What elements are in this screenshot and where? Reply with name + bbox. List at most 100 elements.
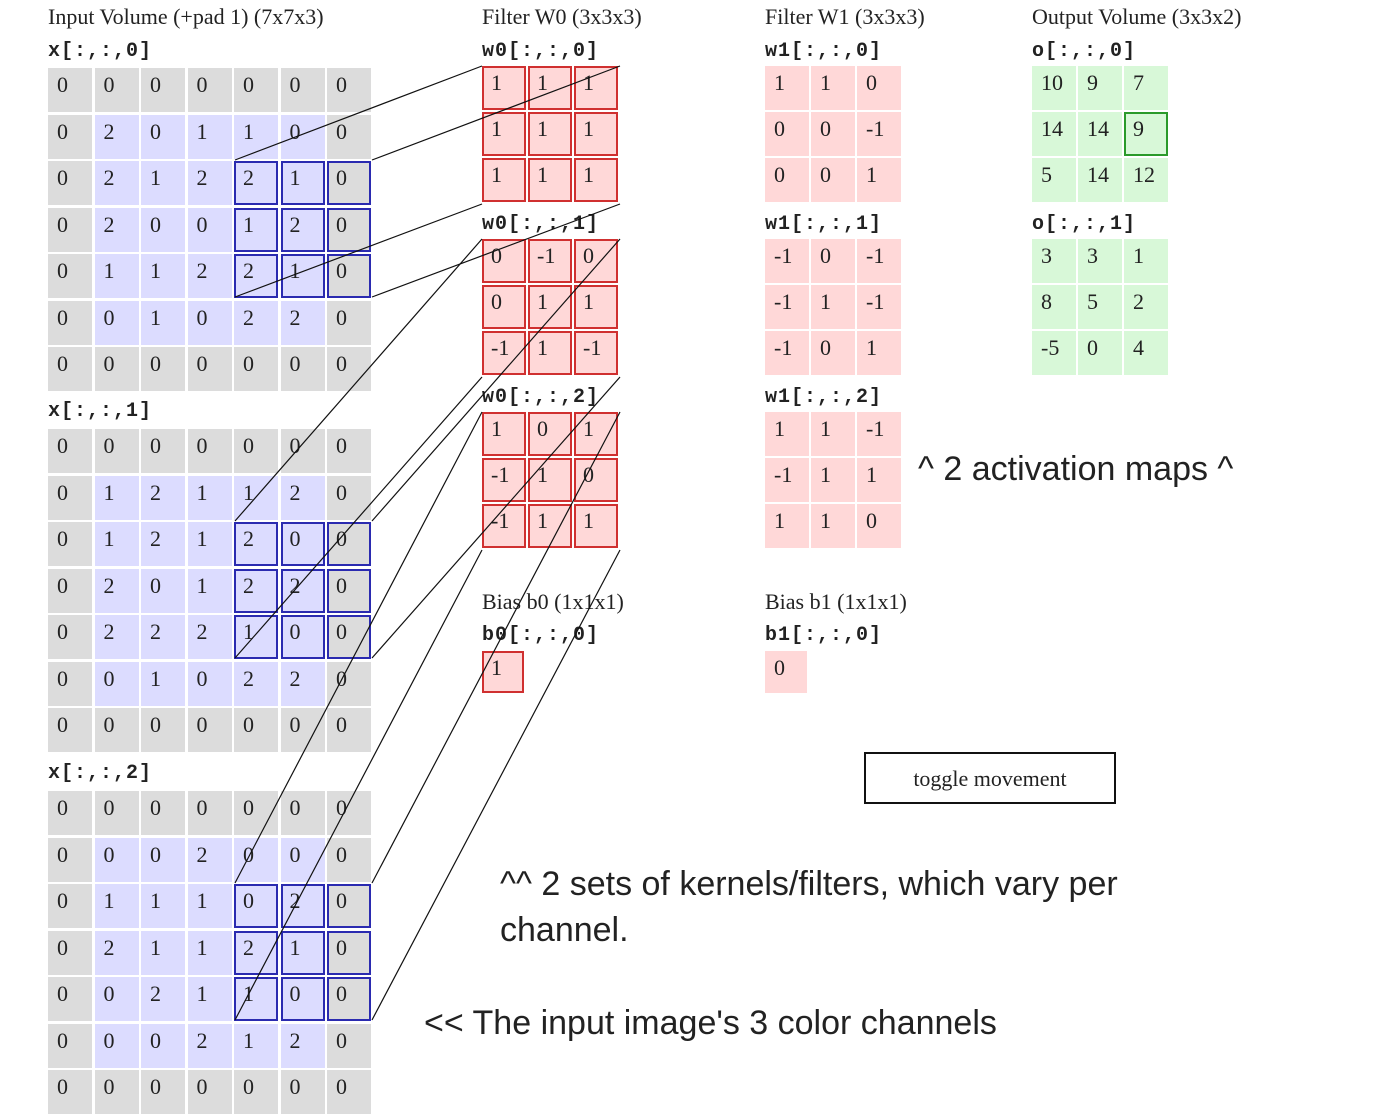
bias-b1-title: Bias b1 (1x1x1) [765, 589, 907, 614]
input-value-cell: 2 [280, 661, 325, 706]
bias-b0-title: Bias b0 (1x1x1) [482, 589, 624, 614]
w1-weight-cell: 1 [765, 412, 809, 456]
input-value-cell: 2 [234, 522, 278, 566]
input-value-cell: 2 [280, 1023, 325, 1068]
input-value-cell: 0 [94, 68, 139, 112]
w1-weight-cell: -1 [765, 285, 809, 329]
input-value-cell: 2 [280, 568, 325, 613]
input-value-cell: 2 [187, 615, 232, 659]
input-value-cell: 0 [141, 568, 185, 613]
input-value-cell: 0 [48, 254, 92, 298]
w1-weight-cell: 1 [811, 66, 855, 110]
input-value-cell: 0 [48, 977, 92, 1021]
output-value-cell: 8 [1032, 285, 1076, 329]
input-value-cell: 0 [48, 475, 92, 520]
w1-weight-cell: -1 [857, 239, 901, 283]
w1-weight-cell: 0 [811, 112, 855, 156]
w1-weight-cell: 0 [765, 158, 809, 202]
w0-weight-cell: -1 [482, 504, 526, 548]
output-value-cell: 10 [1032, 66, 1076, 110]
w0-weight-cell: 1 [528, 285, 572, 329]
input-value-cell: 2 [141, 475, 185, 520]
input-value-cell: 0 [327, 568, 371, 613]
w0-weight-cell: 1 [574, 158, 618, 202]
input-value-cell: 0 [187, 1070, 232, 1114]
output-value-cell: 14 [1032, 112, 1076, 156]
input-value-cell: 1 [187, 977, 232, 1021]
input-value-cell: 1 [94, 522, 139, 566]
output-value-cell: 3 [1078, 239, 1122, 283]
input-value-cell: 1 [234, 1023, 278, 1068]
input-value-cell: 1 [141, 300, 185, 345]
w1-weight-cell: 0 [811, 331, 855, 375]
input-value-cell: 0 [234, 791, 278, 835]
input-value-cell: 1 [141, 884, 185, 928]
w1-weight-cell: 1 [811, 285, 855, 329]
input-value-cell: 0 [94, 661, 139, 706]
input-value-cell: 0 [141, 791, 185, 835]
input-value-cell: 0 [327, 114, 371, 159]
w1-weight-cell: -1 [765, 331, 809, 375]
w0-weight-cell: 1 [482, 158, 526, 202]
input-value-cell: 0 [327, 615, 371, 659]
output-value-cell: -5 [1032, 331, 1076, 375]
input-value-cell: 1 [187, 930, 232, 975]
input-value-cell: 0 [327, 661, 371, 706]
input-value-cell: 1 [94, 884, 139, 928]
input-value-cell: 2 [234, 930, 278, 975]
input-value-cell: 1 [187, 884, 232, 928]
input-value-cell: 0 [280, 791, 325, 835]
input-value-cell: 0 [48, 114, 92, 159]
input-value-cell: 0 [94, 429, 139, 473]
input-value-cell: 0 [327, 884, 371, 928]
input-value-cell: 0 [234, 1070, 278, 1114]
w1-weight-cell: 0 [811, 239, 855, 283]
w0-weight-cell: 1 [574, 66, 618, 110]
w0-weight-cell: 1 [528, 112, 572, 156]
output-value-cell: 4 [1124, 331, 1168, 375]
w1-weight-cell: -1 [765, 458, 809, 502]
input-value-cell: 0 [48, 661, 92, 706]
w1-weight-cell: 0 [857, 66, 901, 110]
w0-weight-cell: 0 [482, 239, 526, 283]
input-value-cell: 2 [280, 475, 325, 520]
input-value-cell: 0 [327, 68, 371, 112]
input-value-cell: 0 [94, 300, 139, 345]
w1-channel-label-1: w1[:,:,1] [765, 213, 883, 236]
input-value-cell: 2 [234, 254, 278, 298]
input-value-cell: 0 [187, 429, 232, 473]
input-value-cell: 0 [280, 615, 325, 659]
w0-weight-cell: 0 [482, 285, 526, 329]
input-value-cell: 0 [48, 1023, 92, 1068]
input-value-cell: 0 [280, 977, 325, 1021]
input-value-cell: 0 [327, 837, 371, 882]
output-value-cell: 3 [1032, 239, 1076, 283]
input-value-cell: 0 [327, 977, 371, 1021]
input-value-cell: 0 [141, 1023, 185, 1068]
input-value-cell: 0 [48, 884, 92, 928]
input-value-cell: 2 [234, 161, 278, 205]
input-value-cell: 0 [234, 347, 278, 391]
input-value-cell: 0 [280, 708, 325, 752]
w0-weight-cell: 1 [574, 285, 618, 329]
input-value-cell: 0 [327, 254, 371, 298]
input-channel-label-1: x[:,:,1] [48, 400, 153, 423]
w1-weight-cell: -1 [765, 239, 809, 283]
input-value-cell: 0 [327, 930, 371, 975]
w0-weight-cell: 1 [528, 331, 572, 375]
w0-weight-cell: 1 [528, 66, 572, 110]
toggle-movement-button[interactable]: toggle movement [864, 752, 1116, 804]
input-value-cell: 0 [48, 1070, 92, 1114]
input-value-cell: 0 [280, 522, 325, 566]
input-value-cell: 2 [94, 568, 139, 613]
input-channel-label-0: x[:,:,0] [48, 40, 153, 63]
input-value-cell: 2 [234, 568, 278, 613]
w0-weight-cell: 1 [528, 458, 572, 502]
input-value-cell: 1 [141, 254, 185, 298]
output-value-cell: 0 [1078, 331, 1122, 375]
channels-note: << The input image's 3 color channels [424, 1004, 997, 1042]
input-value-cell: 0 [187, 347, 232, 391]
input-value-cell: 0 [280, 114, 325, 159]
input-value-cell: 0 [141, 708, 185, 752]
input-value-cell: 0 [94, 977, 139, 1021]
